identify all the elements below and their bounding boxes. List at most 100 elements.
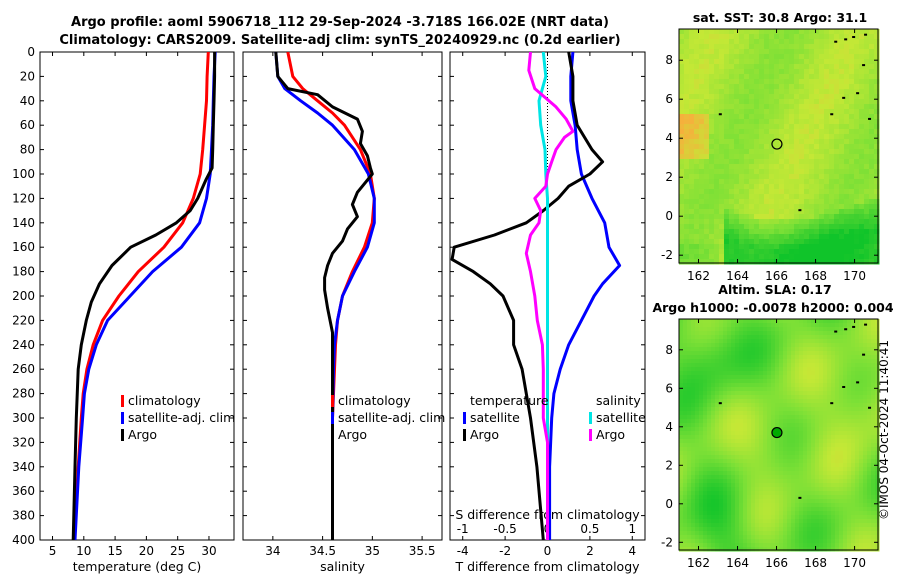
heatmap-cell [783, 491, 788, 496]
heatmap-cell [859, 94, 865, 100]
heatmap-cell [724, 114, 730, 120]
heatmap-cell [804, 209, 810, 215]
heatmap-cell [719, 234, 725, 240]
heatmap-cell [771, 367, 776, 372]
heatmap-cell [799, 74, 805, 80]
heatmap-cell [734, 74, 740, 80]
heatmap-cell [869, 119, 875, 125]
heatmap-cell [804, 44, 810, 50]
heatmap-cell [723, 423, 728, 428]
heatmap-cell [714, 34, 720, 40]
heatmap-cell [709, 84, 715, 90]
heatmap-cell [734, 84, 740, 90]
heatmap-cell [791, 539, 796, 544]
heatmap-cell [769, 239, 775, 245]
heatmap-cell [784, 154, 790, 160]
heatmap-cell [839, 531, 844, 536]
heatmap-cell [844, 224, 850, 230]
heatmap-cell [844, 49, 850, 55]
heatmap-cell [795, 463, 800, 468]
heatmap-cell [827, 491, 832, 496]
heatmap-cell [867, 335, 872, 340]
heatmap-cell [807, 411, 812, 416]
heatmap-cell [719, 467, 724, 472]
heatmap-cell [819, 347, 824, 352]
heatmap-cell [739, 407, 744, 412]
heatmap-cell [871, 399, 876, 404]
heatmap-cell [814, 134, 820, 140]
heatmap-cell [724, 119, 730, 125]
heatmap-cell [827, 515, 832, 520]
heatmap-cell [734, 139, 740, 145]
land-mark [862, 64, 866, 67]
heatmap-cell [789, 244, 795, 250]
heatmap-cell [863, 403, 868, 408]
heatmap-cell [815, 503, 820, 508]
heatmap-cell [839, 109, 845, 115]
heatmap-cell [754, 189, 760, 195]
heatmap-cell [751, 419, 756, 424]
heatmap-cell [744, 254, 750, 260]
heatmap-cell [769, 134, 775, 140]
heatmap-cell [834, 189, 840, 195]
heatmap-cell [867, 359, 872, 364]
heatmap-cell [684, 49, 690, 55]
heatmap-cell [814, 79, 820, 85]
heatmap-cell [867, 479, 872, 484]
heatmap-cell [769, 124, 775, 130]
heatmap-cell [787, 507, 792, 512]
heatmap-cell [754, 149, 760, 155]
heatmap-cell [864, 194, 870, 200]
heatmap-cell [739, 463, 744, 468]
heatmap-cell [795, 499, 800, 504]
heatmap-cell [683, 383, 688, 388]
heatmap-cell [855, 523, 860, 528]
heatmap-cell [784, 94, 790, 100]
heatmap-cell [779, 527, 784, 532]
heatmap-cell [751, 343, 756, 348]
heatmap-cell [824, 99, 830, 105]
heatmap-cell [844, 74, 850, 80]
heatmap-cell [695, 487, 700, 492]
heatmap-cell [843, 335, 848, 340]
heatmap-cell [709, 54, 715, 60]
heatmap-cell [819, 359, 824, 364]
heatmap-cell [784, 134, 790, 140]
heatmap-cell [747, 491, 752, 496]
heatmap-cell [791, 359, 796, 364]
heatmap-cell [759, 224, 765, 230]
heatmap-cell [709, 239, 715, 245]
heatmap-cell [851, 383, 856, 388]
heatmap-cell [679, 319, 684, 324]
heatmap-cell [787, 327, 792, 332]
heatmap-cell [854, 234, 860, 240]
heatmap-cell [863, 395, 868, 400]
heatmap-cell [749, 114, 755, 120]
heatmap-cell [775, 455, 780, 460]
heatmap-cell [847, 479, 852, 484]
heatmap-cell [851, 507, 856, 512]
heatmap-cell [719, 189, 725, 195]
heatmap-cell [749, 244, 755, 250]
heatmap-cell [715, 435, 720, 440]
heatmap-cell [719, 443, 724, 448]
heatmap-cell [749, 199, 755, 205]
heatmap-cell [849, 194, 855, 200]
heatmap-cell [784, 29, 790, 35]
heatmap-cell [727, 487, 732, 492]
heatmap-cell [739, 44, 745, 50]
heatmap-cell [751, 531, 756, 536]
heatmap-cell [799, 174, 805, 180]
heatmap-cell [769, 184, 775, 190]
heatmap-cell [735, 415, 740, 420]
heatmap-cell [779, 109, 785, 115]
heatmap-cell [769, 104, 775, 110]
heatmap-cell [815, 419, 820, 424]
heatmap-cell [759, 403, 764, 408]
heatmap-cell [863, 495, 868, 500]
heatmap-cell [811, 451, 816, 456]
heatmap-cell [747, 535, 752, 540]
heatmap-cell [867, 515, 872, 520]
heatmap-cell [827, 347, 832, 352]
heatmap-cell [679, 419, 684, 424]
